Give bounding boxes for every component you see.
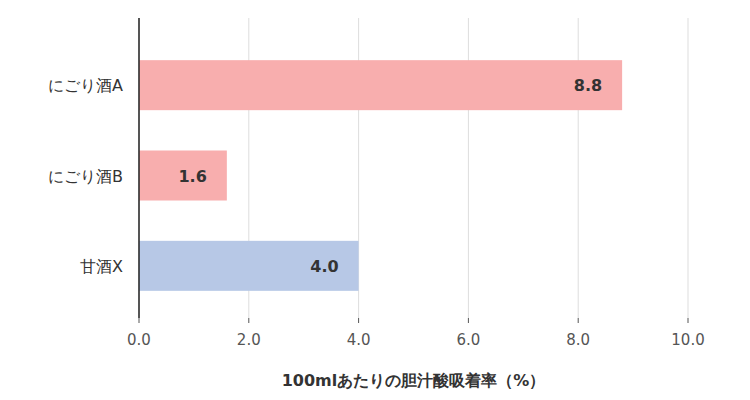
axis-title: 100mlあたりの胆汁酸吸着率（%）	[282, 371, 546, 390]
data-label: 1.6	[178, 167, 206, 186]
bar	[139, 151, 227, 201]
grid-line	[139, 18, 140, 318]
category-label: 甘酒X	[80, 257, 123, 276]
tick-label: 2.0	[237, 331, 261, 349]
bars	[139, 60, 622, 291]
tick-mark	[248, 318, 249, 323]
tick-label: 4.0	[347, 331, 371, 349]
chart: 0.0 2.0 4.0 6.0 8.0 10.0 にごり酒A にごり酒B 甘酒X 8.8 1.6 4.…	[0, 0, 750, 400]
tick-label: 0.0	[127, 331, 151, 349]
tick-label: 10.0	[671, 331, 704, 349]
category-label: にごり酒A	[48, 76, 123, 95]
bar	[139, 241, 359, 291]
data-label: 4.0	[310, 257, 338, 276]
bar	[139, 60, 622, 110]
data-label: 8.8	[574, 76, 602, 95]
tick-mark	[358, 318, 359, 323]
tick-mark	[578, 318, 579, 323]
tick-mark	[468, 318, 469, 323]
category-label: にごり酒B	[48, 167, 123, 186]
tick-label: 8.0	[566, 331, 590, 349]
axis-line	[138, 18, 140, 318]
tick-mark	[688, 318, 689, 323]
grid-line	[688, 18, 689, 318]
tick-mark	[139, 318, 140, 323]
tick-label: 6.0	[456, 331, 480, 349]
